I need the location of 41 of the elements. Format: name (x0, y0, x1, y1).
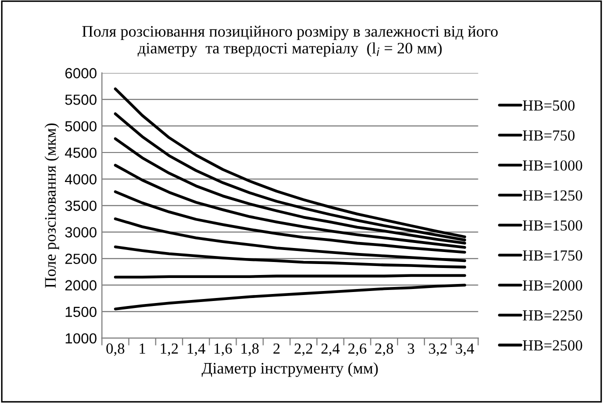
legend-label: HB=1250 (522, 190, 582, 201)
x-tick-label: 3,2 (429, 343, 447, 356)
x-tick-label: 3 (408, 343, 414, 354)
y-tick-label: 5500 (65, 94, 96, 105)
x-tick-label: 1,8 (242, 343, 259, 356)
x-tick-label: 2,4 (321, 343, 340, 356)
legend-label: HB=1750 (522, 250, 582, 261)
line-series (114, 284, 466, 310)
x-tick-label: 3,4 (456, 343, 474, 356)
y-tick-label: 6000 (65, 68, 96, 78)
y-tick-label: 3000 (65, 227, 96, 238)
legend-label: HB=2250 (522, 310, 582, 321)
y-tick-label: 1500 (66, 306, 96, 318)
legend-label: HB=2500 (522, 340, 582, 351)
x-tick-label: 2,2 (294, 343, 312, 356)
line-series (114, 246, 466, 268)
legend-label: HB=500 (522, 100, 575, 111)
y-tick-label: 4500 (64, 148, 96, 158)
y-tick-label: 4000 (64, 174, 96, 184)
x-tick-label: 2,8 (375, 343, 394, 356)
x-tick-label: 1,2 (160, 343, 178, 356)
x-tick-label: 2 (273, 343, 280, 354)
y-tick-label: 1000 (66, 333, 96, 344)
x-tick-label: 0,8 (106, 343, 124, 356)
x-tick-label: 1,4 (188, 343, 206, 356)
legend-label: HB=1500 (522, 220, 582, 231)
line-series (114, 217, 466, 262)
y-axis-title: Поле розсіювання (мкм) (44, 123, 60, 288)
y-tick-label: 3500 (65, 200, 96, 211)
x-tick-label: 1 (140, 343, 146, 354)
legend-label: HB=1000 (522, 160, 582, 171)
y-tick-label: 5000 (65, 121, 96, 132)
legend-label: HB=2000 (522, 280, 582, 291)
x-tick-label: 2,6 (348, 343, 366, 356)
x-tick-label: 1,6 (214, 343, 232, 356)
line-series (114, 87, 466, 238)
y-tick-label: 2500 (65, 254, 96, 264)
x-axis-title: Діаметр інструменту (мм) (202, 362, 378, 377)
y-tick-label: 2000 (65, 280, 96, 291)
chart-title: Поля розсіювання позиційного розміру в залежності від його діаметру та твердості матеріалу (l$_{i}$ = 20 мм) (82, 26, 498, 57)
legend-label: HB=750 (522, 130, 575, 141)
